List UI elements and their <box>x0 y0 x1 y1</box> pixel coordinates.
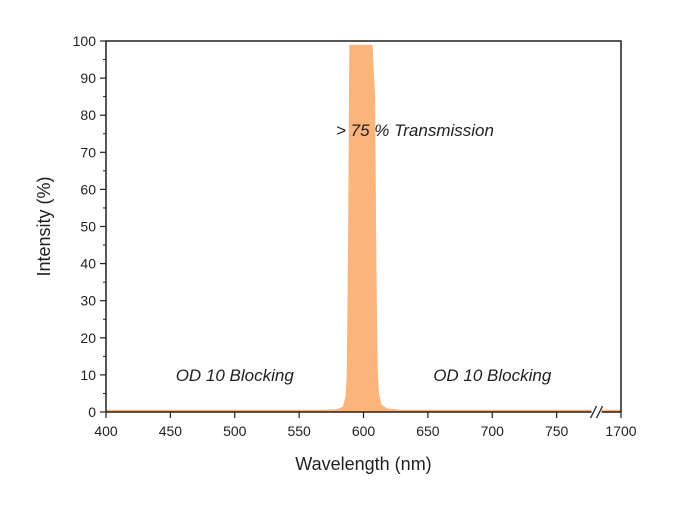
x-tick-label: 700 <box>481 423 505 439</box>
y-tick-label: 0 <box>88 404 96 420</box>
annotations: > 75 % Transmission OD 10 Blocking OD 10 B… <box>176 121 552 385</box>
x-axis-title: Wavelength (nm) <box>295 454 431 474</box>
axis-break-slash <box>589 405 598 419</box>
y-tick-label: 10 <box>80 367 96 383</box>
chart-annotation: > 75 % Transmission <box>336 121 494 140</box>
x-tick-label: 650 <box>416 423 440 439</box>
axis-break-slash <box>595 405 604 419</box>
y-tick-label: 30 <box>80 293 96 309</box>
plot-area <box>106 44 621 413</box>
x-tick-label: 500 <box>223 423 247 439</box>
y-tick-label: 20 <box>80 330 96 346</box>
chart-annotation: OD 10 Blocking <box>176 366 295 385</box>
y-tick-label: 60 <box>80 181 96 197</box>
y-tick-label: 80 <box>80 107 96 123</box>
series-area-0 <box>106 44 621 413</box>
y-tick-labels: 0 10 20 30 40 50 60 70 80 90 100 <box>73 33 97 420</box>
x-tick-labels: 400 450 500 550 600 650 700 750 1700 <box>94 423 636 439</box>
y-ticks <box>100 40 106 413</box>
y-tick-label: 100 <box>73 33 97 49</box>
x-tick-label: 1700 <box>605 423 636 439</box>
x-tick-label: 400 <box>94 423 118 439</box>
axis-break-marker <box>589 404 604 420</box>
x-tick-label: 600 <box>352 423 376 439</box>
x-tick-label: 450 <box>159 423 183 439</box>
y-tick-label: 40 <box>80 256 96 272</box>
y-tick-label: 70 <box>80 144 96 160</box>
x-ticks <box>105 412 622 418</box>
y-tick-label: 50 <box>80 219 96 235</box>
x-tick-label: 550 <box>287 423 311 439</box>
y-axis-title: Intensity (%) <box>34 176 54 276</box>
chart-annotation: OD 10 Blocking <box>433 366 552 385</box>
y-tick-label: 90 <box>80 70 96 86</box>
axis-break-gap <box>591 404 602 420</box>
x-tick-label: 750 <box>545 423 569 439</box>
